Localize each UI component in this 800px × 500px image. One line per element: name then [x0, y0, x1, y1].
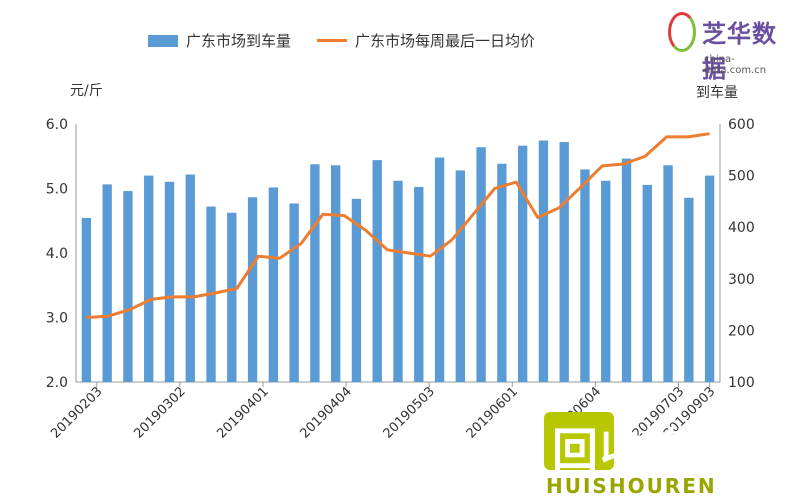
bar — [372, 160, 382, 382]
right-tick-label: 200 — [728, 323, 755, 339]
bar — [538, 140, 549, 382]
brand-circle-icon — [668, 12, 696, 52]
bar — [351, 198, 362, 382]
left-tick-label: 6.0 — [46, 117, 68, 133]
price-line — [86, 132, 710, 319]
bar — [559, 142, 569, 382]
bar — [144, 175, 154, 382]
brand-name: 芝华数据 — [702, 20, 777, 83]
bar — [393, 180, 403, 382]
bar — [434, 157, 445, 382]
x-tick-label: 20190503 — [381, 384, 438, 441]
watermark-box — [544, 412, 614, 470]
bar — [185, 174, 195, 382]
bar — [517, 145, 528, 382]
watermark-main: 回收人 — [552, 423, 696, 477]
bar — [164, 181, 175, 382]
bar — [310, 164, 320, 382]
bar — [663, 165, 673, 382]
left-tick-label: 2.0 — [46, 375, 68, 391]
legend-line-label: 广东市场每周最后一日均价 — [355, 32, 536, 50]
left-tick-label: 4.0 — [46, 246, 68, 262]
right-tick-label: 400 — [728, 220, 755, 236]
bar — [102, 184, 112, 382]
watermark: 回收人 HUISHOUREN — [540, 408, 730, 500]
bar — [81, 217, 92, 382]
bar — [704, 175, 715, 382]
bar — [414, 186, 424, 382]
legend-line-swatch — [317, 39, 348, 42]
watermark-sub: HUISHOUREN — [546, 474, 717, 498]
bar — [268, 187, 279, 382]
x-tick-label: 20190302 — [131, 384, 188, 441]
right-tick-label: 100 — [728, 375, 755, 391]
bar — [227, 212, 237, 382]
left-axis-unit: 元/斤 — [70, 83, 103, 99]
bar — [580, 169, 590, 382]
legend-bar-label: 广东市场到车量 — [186, 32, 292, 50]
right-tick-label: 600 — [728, 117, 755, 133]
left-tick-label: 3.0 — [46, 311, 68, 327]
bar — [642, 184, 652, 382]
x-tick-label: 20190203 — [48, 384, 105, 441]
bar — [247, 197, 258, 382]
bar — [455, 170, 465, 382]
legend: 广东市场到车量 广东市场每周最后一日均价 — [148, 30, 535, 51]
brand-logo: 芝华数据 china-data.com.cn — [664, 10, 794, 83]
bar — [621, 158, 632, 382]
right-tick-label: 300 — [728, 272, 755, 288]
legend-bar-swatch — [148, 34, 178, 47]
bar — [123, 191, 133, 382]
bar — [684, 197, 694, 382]
bar — [331, 165, 341, 382]
left-tick-label: 5.0 — [46, 182, 68, 198]
bar — [497, 163, 507, 382]
right-axis-unit: 到车量 — [696, 85, 738, 101]
x-tick-label: 20190404 — [297, 384, 354, 441]
bar — [601, 180, 611, 382]
bar — [289, 203, 299, 382]
right-tick-label: 500 — [728, 169, 755, 185]
x-tick-label: 20190601 — [464, 384, 521, 441]
brand-url: china-data.com.cn — [704, 54, 767, 76]
bar — [476, 147, 486, 382]
x-tick-label: 20190401 — [214, 384, 271, 441]
